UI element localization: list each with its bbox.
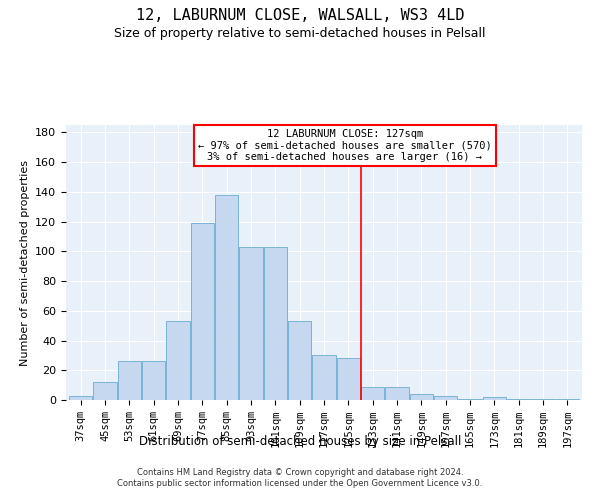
Bar bbox=[94, 382, 116, 400]
Bar bbox=[166, 321, 190, 400]
Bar bbox=[118, 362, 141, 400]
Bar bbox=[239, 247, 263, 400]
Text: Contains HM Land Registry data © Crown copyright and database right 2024.
Contai: Contains HM Land Registry data © Crown c… bbox=[118, 468, 482, 487]
Bar bbox=[215, 195, 238, 400]
Bar bbox=[483, 397, 506, 400]
Bar bbox=[313, 356, 335, 400]
Bar bbox=[264, 247, 287, 400]
Bar bbox=[532, 398, 554, 400]
Bar bbox=[191, 223, 214, 400]
Bar bbox=[507, 398, 530, 400]
Text: Size of property relative to semi-detached houses in Pelsall: Size of property relative to semi-detach… bbox=[114, 28, 486, 40]
Text: 12, LABURNUM CLOSE, WALSALL, WS3 4LD: 12, LABURNUM CLOSE, WALSALL, WS3 4LD bbox=[136, 8, 464, 22]
Y-axis label: Number of semi-detached properties: Number of semi-detached properties bbox=[20, 160, 29, 366]
Bar bbox=[434, 396, 457, 400]
Bar bbox=[337, 358, 360, 400]
Bar bbox=[458, 398, 482, 400]
Bar bbox=[288, 321, 311, 400]
Bar bbox=[385, 386, 409, 400]
Bar bbox=[69, 396, 92, 400]
Bar bbox=[361, 386, 384, 400]
Bar bbox=[556, 398, 579, 400]
Bar bbox=[410, 394, 433, 400]
Text: Distribution of semi-detached houses by size in Pelsall: Distribution of semi-detached houses by … bbox=[139, 435, 461, 448]
Bar bbox=[142, 362, 165, 400]
Text: 12 LABURNUM CLOSE: 127sqm
← 97% of semi-detached houses are smaller (570)
3% of : 12 LABURNUM CLOSE: 127sqm ← 97% of semi-… bbox=[198, 129, 491, 162]
